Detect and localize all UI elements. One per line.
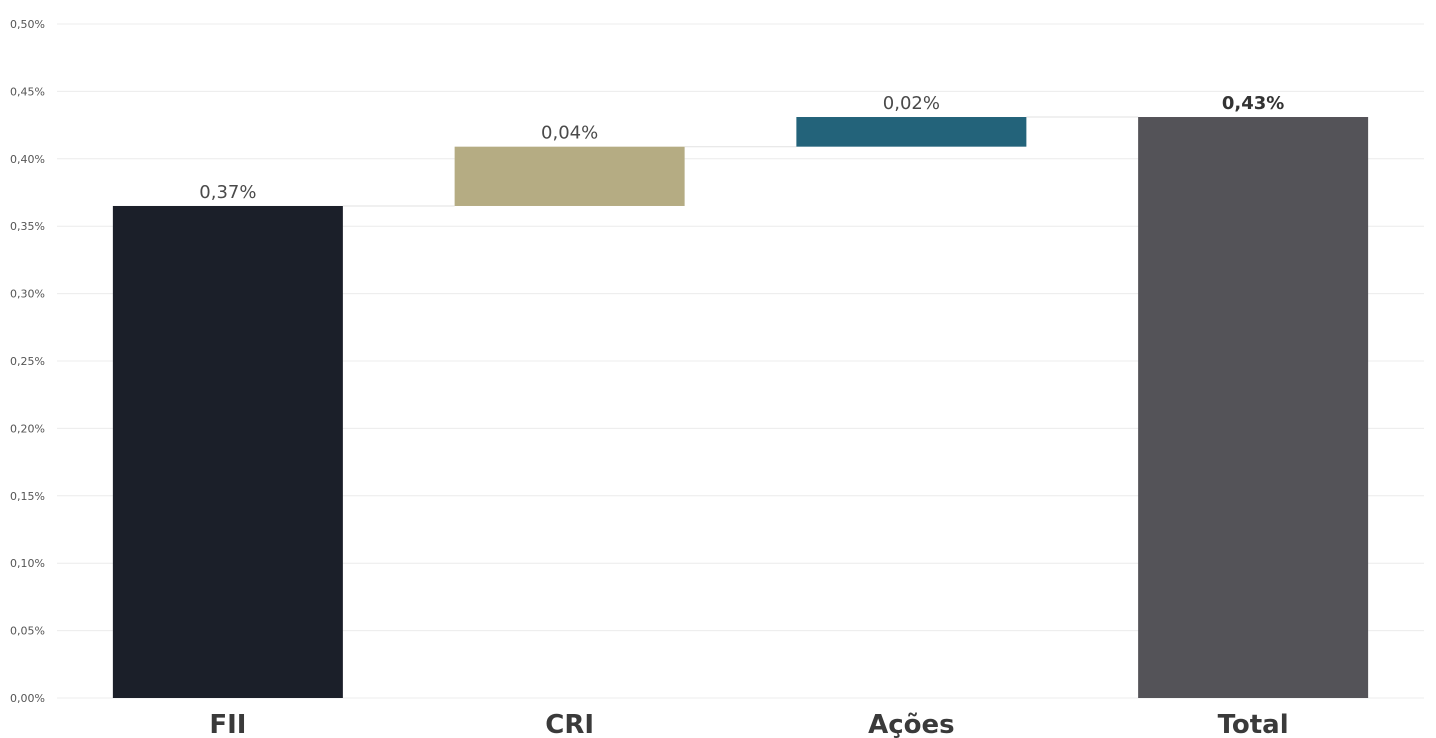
y-tick-label: 0,30% (10, 288, 45, 301)
y-tick-label: 0,10% (10, 557, 45, 570)
bar-fii (112, 205, 343, 699)
data-label: 0,04% (541, 123, 598, 144)
y-tick-label: 0,20% (10, 422, 45, 435)
y-tick-label: 0,00% (10, 692, 45, 705)
y-tick-label: 0,25% (10, 355, 45, 368)
data-label: 0,02% (883, 93, 940, 114)
y-tick-label: 0,40% (10, 153, 45, 166)
bar-acoes (796, 117, 1027, 147)
y-tick-label: 0,15% (10, 490, 45, 503)
label-layer: 0,00% 0,05% 0,10% 0,15% 0,20% 0,25% 0,30% 0,35%… (10, 18, 1289, 738)
data-label: 0,43% (1222, 93, 1284, 114)
connector-layer (342, 116, 1139, 207)
x-tick-label: FII (209, 710, 246, 738)
y-tick-label: 0,05% (10, 625, 45, 638)
x-tick-label: CRI (545, 710, 594, 738)
bar-total (1138, 117, 1369, 698)
y-tick-label: 0,50% (10, 18, 45, 31)
x-tick-label: Total (1218, 710, 1289, 738)
bar-layer (112, 117, 1369, 699)
bar-cri (454, 146, 685, 206)
y-tick-label: 0,35% (10, 220, 45, 233)
x-tick-label: Ações (868, 710, 955, 738)
y-tick-label: 0,45% (10, 85, 45, 98)
data-label: 0,37% (199, 182, 256, 203)
